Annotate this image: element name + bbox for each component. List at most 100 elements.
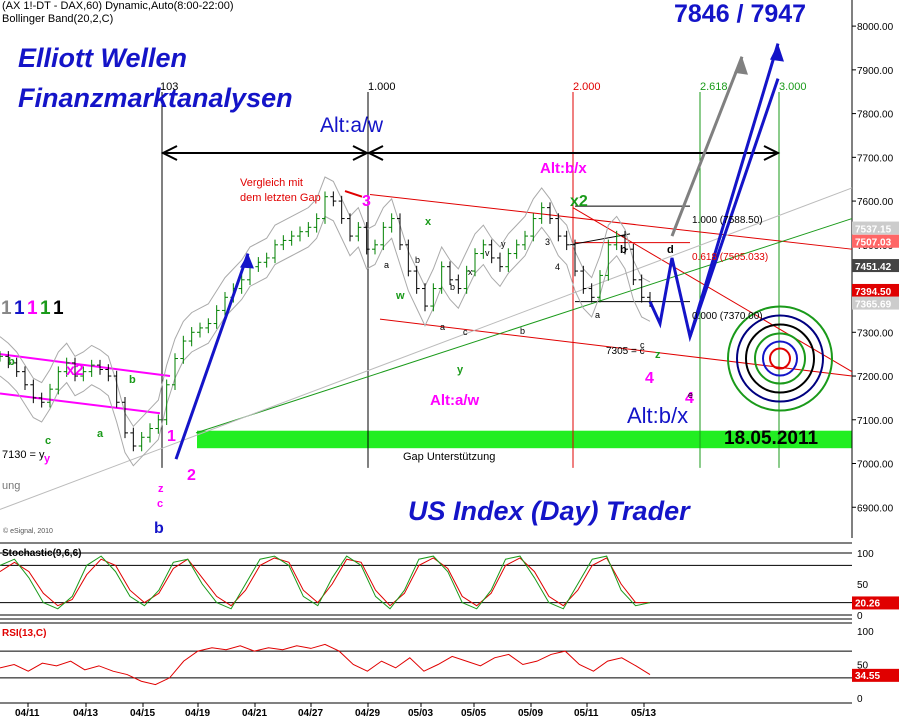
price-bar (463, 265, 470, 294)
range-arrow-2-left-head (366, 145, 384, 161)
price-bar (13, 357, 20, 377)
wave-count-4: 1 (40, 298, 51, 319)
price-bar (163, 379, 170, 426)
wave-label-9: c (157, 498, 163, 510)
price-bar (338, 195, 345, 224)
price-bar (263, 252, 270, 268)
price-bar (55, 366, 62, 395)
stoch-k-line (0, 555, 651, 610)
price-bar (555, 213, 562, 242)
sub-wave-label-1: c (463, 327, 468, 337)
price-bar (138, 432, 145, 452)
wave-label-0: b (8, 356, 15, 368)
price-tag: 7537.15 (855, 225, 892, 236)
wave-label-11: 3 (362, 193, 371, 210)
alt-bx-top: Alt:b/x (540, 160, 587, 177)
sub-wave-label-5: 4 (555, 262, 560, 272)
grey-projection (670, 56, 744, 237)
price-tick-label: 7100.00 (857, 416, 894, 427)
price-bar (47, 383, 53, 408)
price-tag-box (852, 259, 899, 273)
price-bar (30, 379, 37, 404)
fib-1000-label: 1.000 (7588.50) (692, 215, 763, 226)
stoch-last-value: 20.26 (855, 598, 880, 609)
price-bar (538, 202, 545, 224)
wave-label-8: z (158, 483, 164, 495)
price-bar (455, 274, 462, 294)
gap-support-band (197, 430, 852, 449)
price-bar (605, 239, 612, 281)
alt-aw-bottom: Alt:a/w (430, 392, 480, 409)
wave-label-10: b (154, 520, 164, 537)
fib-0000-label: 0.000 (7370.00) (692, 311, 763, 322)
wave-label-13: x2 (570, 193, 588, 210)
time-tick-label: 05/13 (631, 708, 656, 719)
sub-wave-label-13: e (688, 390, 693, 400)
price-bar (280, 235, 287, 251)
wave-label-2: b (129, 374, 136, 386)
price-bar (388, 213, 395, 233)
target-path-blue-head (770, 43, 784, 62)
stoch-tick-label: 50 (857, 580, 869, 591)
sub-wave-label-8: x (468, 267, 473, 277)
rsi-tick-label: 100 (857, 627, 874, 638)
price-bar (613, 230, 620, 251)
wave-label-15: d (667, 244, 674, 256)
alt-aw-top: Alt:a/w (320, 114, 384, 137)
price-tick-label: 6900.00 (857, 503, 894, 514)
sub-wave-label-3: a (595, 310, 600, 320)
fib-label-2000: 2.000 (573, 81, 601, 93)
price-bar (88, 359, 95, 377)
price-bar (22, 366, 28, 391)
instrument-header: (AX 1!-DT - DAX,60) Dynamic,Auto(8:00-22… (2, 0, 234, 12)
target-circle-2 (745, 323, 815, 394)
fib-label-1000: 1.000 (368, 81, 396, 93)
range-arrow-1-left-head (160, 145, 178, 161)
price-bar (638, 274, 645, 303)
sub-wave-label-7: v (485, 248, 490, 258)
brand-title-1: Elliott Wellen (18, 43, 188, 73)
sub-wave-label-4: 3 (545, 237, 550, 247)
price-bar (105, 364, 112, 382)
price-tick-label: 7200.00 (857, 372, 894, 383)
price-bar (488, 239, 495, 264)
time-tick-label: 05/05 (461, 708, 486, 719)
gap-note-line1: Vergleich mit (240, 177, 303, 189)
price-tick-label: 7900.00 (857, 66, 894, 77)
price-bar (530, 213, 537, 242)
target-circle-3 (754, 332, 806, 385)
time-tick-label: 04/11 (15, 708, 40, 719)
price-bar (422, 283, 428, 312)
price-bar (122, 397, 128, 439)
stoch-tick-label: 0 (857, 611, 863, 622)
stoch-tick-label: 100 (857, 549, 874, 560)
rsi-last-box (852, 668, 899, 682)
wave-label-19: y (457, 364, 464, 376)
gap-note-arrow (344, 190, 363, 198)
price-bar (0, 351, 3, 362)
channel-lower-magenta (0, 392, 161, 415)
price-bar (5, 351, 12, 369)
price-bar (430, 283, 437, 312)
wave-label-18: z (655, 349, 661, 361)
price-bar (322, 191, 328, 224)
price-bar (130, 427, 137, 452)
level-7305-label: 7305 = c (606, 346, 645, 357)
indicator-header: Bollinger Band(20,2,C) (2, 13, 114, 25)
small-trend-line (569, 233, 631, 246)
level-7130-label: 7130 = y (2, 449, 45, 461)
rsi-title: RSI(13,C) (2, 628, 46, 639)
time-tick-label: 05/03 (408, 708, 433, 719)
sub-wave-label-12: c (640, 340, 645, 350)
price-bar (572, 239, 578, 277)
range-arrow-2-right-head (763, 145, 781, 161)
price-bar (255, 257, 262, 272)
price-bar (513, 239, 520, 259)
channel-upper-magenta (0, 353, 171, 378)
price-bar (80, 366, 87, 382)
wave-count-3: 1 (27, 298, 38, 319)
price-bar (472, 248, 478, 277)
price-target-label: 7846 / 7947 (674, 0, 807, 28)
sub-wave-label-6: y (501, 239, 506, 249)
